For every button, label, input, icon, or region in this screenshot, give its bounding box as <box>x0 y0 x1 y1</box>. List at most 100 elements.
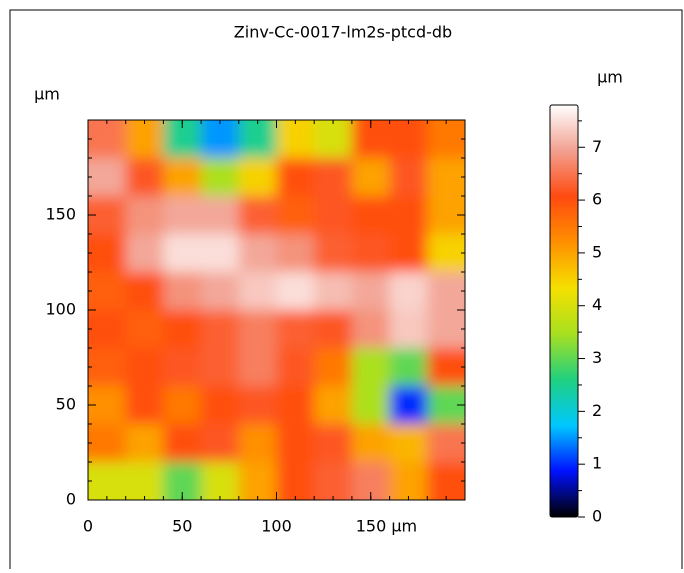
heatmap-cell <box>125 310 165 349</box>
heatmap-cell <box>201 348 240 387</box>
heatmap-cell <box>125 234 165 273</box>
colorbar-tick-label: 1 <box>592 454 602 473</box>
heatmap-cell <box>351 310 391 349</box>
heatmap-cell <box>125 424 165 463</box>
heatmap-cell <box>88 386 127 425</box>
colorbar-tick-label: 7 <box>592 137 602 156</box>
x-tick-label: 50 <box>172 517 192 536</box>
heatmap-cell <box>201 120 240 159</box>
chart-title: Zinv-Cc-0017-lm2s-ptcd-db <box>234 23 452 42</box>
heatmap <box>88 120 465 500</box>
heatmap-cell <box>201 386 240 425</box>
heatmap-cell <box>276 462 316 500</box>
y-tick-label: 100 <box>45 300 76 319</box>
heatmap-cell <box>88 272 127 311</box>
heatmap-cell <box>389 272 429 311</box>
heatmap-cell <box>201 424 240 463</box>
heatmap-cell <box>427 310 465 349</box>
heatmap-cell <box>125 120 165 159</box>
heatmap-cell <box>276 386 316 425</box>
heatmap-cell <box>88 120 127 159</box>
heatmap-cell <box>238 310 278 349</box>
heatmap-cell <box>238 348 278 387</box>
heatmap-cell <box>314 120 353 159</box>
heatmap-cell <box>125 158 165 197</box>
heatmap-cell <box>238 120 278 159</box>
heatmap-cell <box>125 386 165 425</box>
heatmap-cell <box>276 348 316 387</box>
heatmap-cell <box>314 158 353 197</box>
heatmap-cell <box>389 120 429 159</box>
heatmap-cell <box>427 386 465 425</box>
heatmap-cell <box>427 158 465 197</box>
colorbar-unit: μm <box>597 68 623 87</box>
heatmap-cell <box>238 462 278 500</box>
heatmap-cell <box>314 462 353 500</box>
heatmap-cell <box>163 196 203 235</box>
x-tick-label: 150 μm <box>356 517 417 536</box>
heatmap-cell <box>276 196 316 235</box>
heatmap-cell <box>125 462 165 500</box>
heatmap-cell <box>276 272 316 311</box>
heatmap-cell <box>427 120 465 159</box>
heatmap-cell <box>389 348 429 387</box>
colorbar-tick-label: 3 <box>592 348 602 367</box>
heatmap-cell <box>427 424 465 463</box>
heatmap-cell <box>238 386 278 425</box>
heatmap-cell <box>389 424 429 463</box>
heatmap-cell <box>88 234 127 273</box>
heatmap-cell <box>88 348 127 387</box>
heatmap-cell <box>238 196 278 235</box>
heatmap-cell <box>276 310 316 349</box>
heatmap-cell <box>163 158 203 197</box>
heatmap-cell <box>125 196 165 235</box>
x-tick-label: 100 <box>261 517 292 536</box>
heatmap-cell <box>88 310 127 349</box>
heatmap-cell <box>201 462 240 500</box>
heatmap-cell <box>88 462 127 500</box>
heatmap-cell <box>276 120 316 159</box>
heatmap-cell <box>427 272 465 311</box>
heatmap-cell <box>238 158 278 197</box>
heatmap-cell <box>389 158 429 197</box>
heatmap-cell <box>125 348 165 387</box>
heatmap-cell <box>88 424 127 463</box>
frame <box>9 9 683 573</box>
y-unit: μm <box>34 85 60 104</box>
heatmap-cell <box>351 234 391 273</box>
heatmap-cell <box>351 120 391 159</box>
heatmap-cell <box>389 310 429 349</box>
heatmap-cell <box>276 424 316 463</box>
heatmap-cell <box>238 424 278 463</box>
heatmap-cell <box>351 348 391 387</box>
heatmap-cell <box>88 196 127 235</box>
heatmap-cell <box>351 462 391 500</box>
heatmap-cell <box>314 386 353 425</box>
heatmap-cell <box>238 234 278 273</box>
heatmap-cell <box>389 462 429 500</box>
heatmap-cell <box>314 234 353 273</box>
heatmap-cell <box>201 272 240 311</box>
heatmap-cell <box>427 234 465 273</box>
y-tick-label: 150 <box>45 205 76 224</box>
heatmap-cell <box>351 196 391 235</box>
colorbar-tick-label: 6 <box>592 190 602 209</box>
y-tick-label: 0 <box>66 490 76 509</box>
heatmap-cell <box>351 158 391 197</box>
heatmap-cell <box>238 272 278 311</box>
heatmap-cell <box>201 158 240 197</box>
heatmap-cell <box>314 424 353 463</box>
colorbar-tick-label: 2 <box>592 401 602 420</box>
heatmap-cell <box>163 234 203 273</box>
heatmap-cell <box>314 348 353 387</box>
heatmap-cell <box>351 386 391 425</box>
heatmap-cell <box>351 272 391 311</box>
colorbar-tick-label: 0 <box>592 507 602 526</box>
heatmap-cell <box>163 310 203 349</box>
heatmap-cell <box>163 120 203 159</box>
y-tick-label: 50 <box>56 395 76 414</box>
heatmap-cell <box>314 310 353 349</box>
heatmap-cell <box>201 234 240 273</box>
heatmap-cell <box>201 310 240 349</box>
